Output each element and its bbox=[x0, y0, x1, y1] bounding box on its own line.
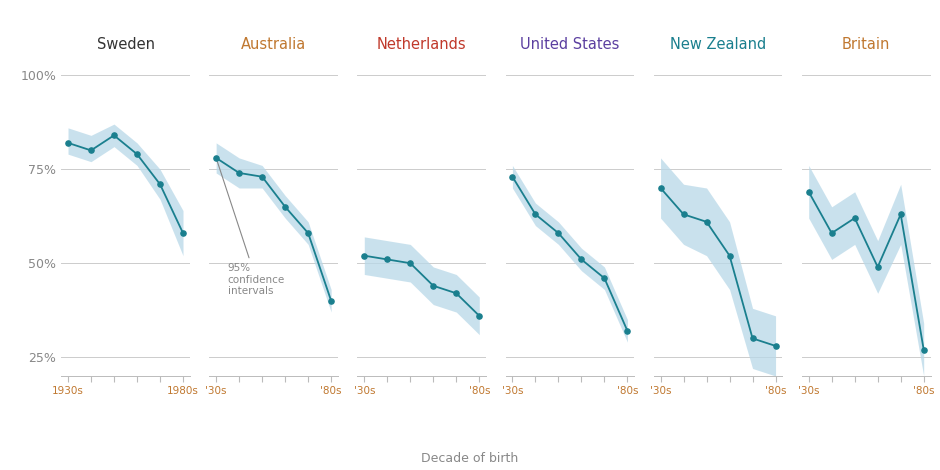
Point bbox=[653, 184, 668, 192]
Title: New Zealand: New Zealand bbox=[670, 38, 766, 53]
Point bbox=[380, 256, 395, 263]
Point bbox=[619, 327, 634, 335]
Point bbox=[231, 169, 246, 177]
Title: Netherlands: Netherlands bbox=[377, 38, 466, 53]
Point bbox=[152, 180, 167, 188]
Point bbox=[426, 282, 441, 290]
Point bbox=[676, 211, 691, 218]
Point bbox=[505, 173, 520, 180]
Point bbox=[448, 290, 463, 297]
Point bbox=[301, 229, 316, 237]
Point bbox=[209, 154, 224, 162]
Point bbox=[597, 274, 612, 282]
Point bbox=[402, 259, 417, 267]
Point bbox=[84, 147, 99, 154]
Title: Australia: Australia bbox=[241, 38, 306, 53]
Text: 95%
confidence
intervals: 95% confidence intervals bbox=[217, 161, 285, 297]
Title: Britain: Britain bbox=[842, 38, 890, 53]
Point bbox=[870, 263, 885, 271]
Point bbox=[745, 335, 760, 342]
Point bbox=[893, 211, 908, 218]
Point bbox=[916, 346, 932, 353]
Point bbox=[323, 297, 338, 305]
Point bbox=[551, 229, 566, 237]
Point bbox=[255, 173, 270, 180]
Point bbox=[130, 150, 145, 158]
Point bbox=[277, 203, 292, 211]
Point bbox=[472, 312, 487, 320]
Point bbox=[176, 229, 191, 237]
Point bbox=[574, 256, 589, 263]
Point bbox=[357, 252, 372, 259]
Title: Sweden: Sweden bbox=[97, 38, 154, 53]
Point bbox=[722, 252, 737, 259]
Point bbox=[106, 132, 121, 139]
Point bbox=[699, 218, 714, 226]
Point bbox=[801, 188, 816, 196]
Point bbox=[847, 214, 862, 222]
Point bbox=[60, 139, 75, 147]
Point bbox=[528, 211, 543, 218]
Point bbox=[768, 342, 783, 350]
Text: Decade of birth: Decade of birth bbox=[421, 452, 519, 465]
Point bbox=[824, 229, 839, 237]
Title: United States: United States bbox=[520, 38, 619, 53]
